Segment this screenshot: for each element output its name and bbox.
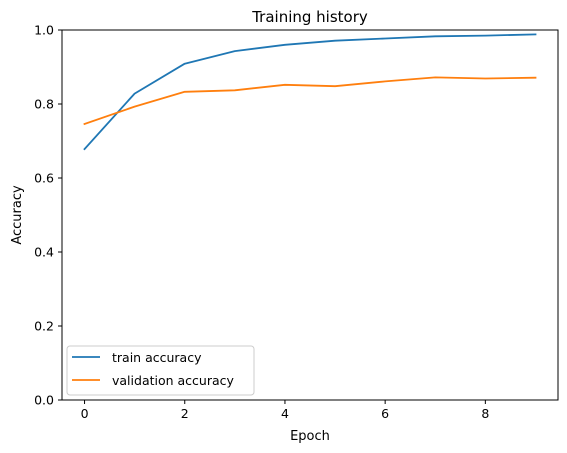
legend-label-validation-accuracy: validation accuracy — [112, 373, 235, 388]
legend-box — [66, 345, 255, 396]
y-tick-label: 1.0 — [34, 23, 54, 38]
x-tick-label: 6 — [381, 406, 389, 421]
series-line-validation-accuracy — [83, 76, 537, 126]
y-tick-label: 0.4 — [34, 245, 54, 260]
series-line-train-accuracy — [83, 33, 537, 151]
x-tick-label: 8 — [481, 406, 489, 421]
y-tick-label: 0.0 — [34, 393, 54, 408]
y-tick-label: 0.8 — [34, 97, 54, 112]
x-axis-title: Epoch — [290, 429, 330, 444]
chart-title: Training history — [251, 8, 368, 26]
x-tick-label: 2 — [181, 406, 189, 421]
axis-ticks: 0 2 4 6 8 0.0 0.2 0.4 0.6 0.8 1.0 — [34, 23, 489, 422]
x-tick-label: 0 — [81, 406, 89, 421]
legend: train accuracy validation accuracy — [66, 345, 255, 396]
plot-lines — [83, 33, 537, 151]
plot-area-frame — [61, 29, 559, 401]
y-tick-label: 0.6 — [34, 171, 54, 186]
y-axis-title: Accuracy — [10, 185, 25, 245]
legend-label-train-accuracy: train accuracy — [112, 350, 202, 365]
x-tick-label: 4 — [281, 406, 289, 421]
y-tick-label: 0.2 — [34, 319, 54, 334]
